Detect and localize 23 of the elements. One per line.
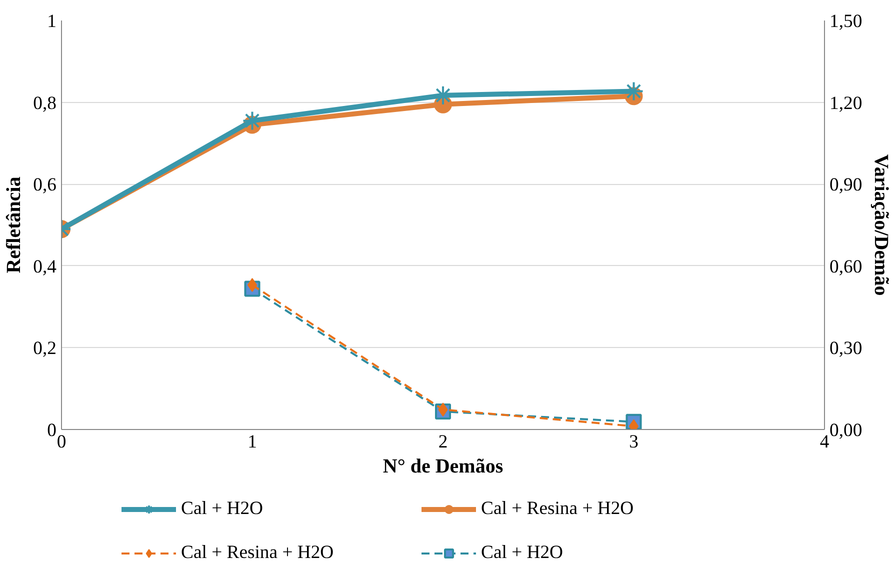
y2-tick-label: 0,00 xyxy=(830,420,862,441)
point xyxy=(247,278,258,292)
legend-label: Cal + Resina + H2O xyxy=(181,542,335,564)
x-tick-label: 3 xyxy=(629,432,638,452)
y2-tick-label: 0,90 xyxy=(830,174,862,196)
y2-tick-label: 1,20 xyxy=(830,92,862,114)
y2-tick-label: 0,30 xyxy=(830,338,862,360)
legend-label: Cal + H2O xyxy=(181,498,264,520)
y-tick-label: 1 xyxy=(47,11,56,32)
x-tick-label: 1 xyxy=(248,432,257,452)
y-tick-label: 0,6 xyxy=(33,174,57,196)
legend-label: Cal + Resina + H2O xyxy=(481,498,635,520)
x-tick-label: 2 xyxy=(438,432,448,452)
y-tick-label: 0,8 xyxy=(33,92,57,114)
y-axis-title: Refletância xyxy=(3,176,26,274)
y-tick-label: 0,4 xyxy=(33,256,58,278)
x-tick-label: 4 xyxy=(820,432,830,452)
x-axis-title: N° de Demãos xyxy=(382,456,504,478)
y2-tick-label: 1,50 xyxy=(830,11,862,32)
legend-label: Cal + H2O xyxy=(481,542,564,564)
y-tick-label: 0,2 xyxy=(33,338,57,360)
y2-axis-title: Variação/Demão xyxy=(870,154,892,296)
y2-tick-label: 0,60 xyxy=(830,256,862,278)
